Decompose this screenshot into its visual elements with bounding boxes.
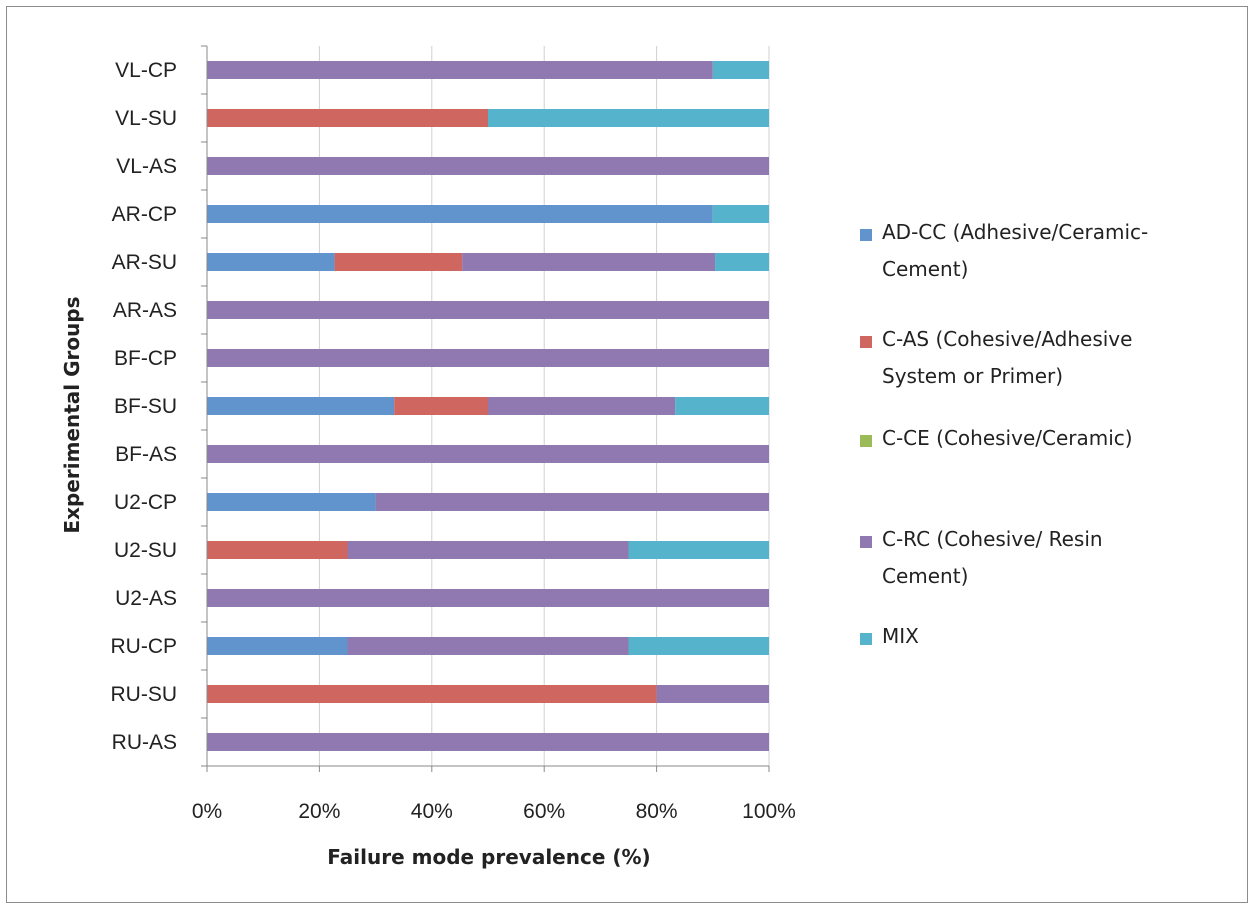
y-tick-label: U2-CP [114, 491, 177, 514]
bar-segment [628, 637, 769, 655]
bar-segment [207, 205, 713, 223]
chart-frame [6, 6, 1248, 903]
bar-segment [715, 253, 769, 271]
bars [207, 61, 769, 751]
bar-segment [207, 109, 488, 127]
bar-segment [207, 637, 348, 655]
legend-label: C-CE (Cohesive/Ceramic) [882, 426, 1133, 450]
y-tick-label: AR-SU [112, 251, 177, 274]
bar-segment [712, 205, 769, 223]
legend-label: C-AS (Cohesive/Adhesive [882, 327, 1132, 351]
legend: AD-CC (Adhesive/Ceramic- Cement) C-AS (Coh… [860, 220, 1148, 648]
bar-segment [207, 253, 335, 271]
legend-label: Cement) [882, 564, 968, 588]
bar-segment [207, 541, 348, 559]
bar-segment [207, 733, 769, 751]
bar-segment [628, 541, 769, 559]
x-axis-title: Failure mode prevalence (%) [327, 845, 650, 869]
y-tick-label: BF-AS [115, 443, 177, 466]
y-tick-label: U2-AS [115, 587, 177, 610]
legend-swatch [860, 435, 872, 447]
axes: 0% 20% 40% 60% 80% 100% VL-CP VL-SU VL-AS AR-CP AR… [111, 45, 796, 823]
x-tick-label: 80% [636, 800, 678, 823]
bar-segment [462, 253, 716, 271]
bar-segment [207, 397, 395, 415]
legend-swatch [860, 336, 872, 348]
y-tick-label: BF-CP [114, 347, 177, 370]
legend-label: System or Primer) [882, 364, 1063, 388]
legend-label: C-RC (Cohesive/ Resin [882, 527, 1103, 551]
bar-segment [347, 637, 629, 655]
bar-segment [488, 397, 676, 415]
legend-label: MIX [882, 624, 919, 648]
bar-segment [712, 61, 769, 79]
bar-segment [207, 493, 376, 511]
bar-segment [656, 685, 769, 703]
y-tick-label: AR-AS [113, 299, 177, 322]
x-tick-label: 60% [523, 800, 565, 823]
legend-label: Cement) [882, 257, 968, 281]
x-tick-label: 0% [192, 800, 222, 823]
bar-segment [207, 589, 769, 607]
bar-segment [207, 445, 769, 463]
y-tick-label: VL-CP [115, 59, 177, 82]
bar-segment [347, 541, 629, 559]
y-tick-label: AR-CP [112, 203, 177, 226]
legend-swatch [860, 229, 872, 241]
bar-segment [488, 109, 769, 127]
bar-segment [207, 685, 657, 703]
bar-segment [207, 301, 769, 319]
x-tick-label: 20% [298, 800, 340, 823]
y-tick-label: VL-AS [116, 155, 177, 178]
bar-segment [207, 157, 769, 175]
bar-segment [375, 493, 769, 511]
bar-segment [207, 349, 769, 367]
bar-segment [207, 61, 713, 79]
y-tick-label: RU-SU [111, 683, 178, 706]
y-axis-title: Experimental Groups [60, 296, 84, 533]
y-tick-label: U2-SU [114, 539, 177, 562]
y-tick-label: RU-AS [112, 731, 177, 754]
legend-swatch [860, 633, 872, 645]
y-tick-label: RU-CP [111, 635, 178, 658]
legend-swatch [860, 536, 872, 548]
bar-segment [394, 397, 488, 415]
bar-segment [675, 397, 769, 415]
x-tick-label: 100% [742, 800, 796, 823]
bar-segment [334, 253, 463, 271]
legend-label: AD-CC (Adhesive/Ceramic- [882, 220, 1148, 244]
x-tick-label: 40% [411, 800, 453, 823]
y-tick-label: VL-SU [115, 107, 177, 130]
y-tick-label: BF-SU [114, 395, 177, 418]
